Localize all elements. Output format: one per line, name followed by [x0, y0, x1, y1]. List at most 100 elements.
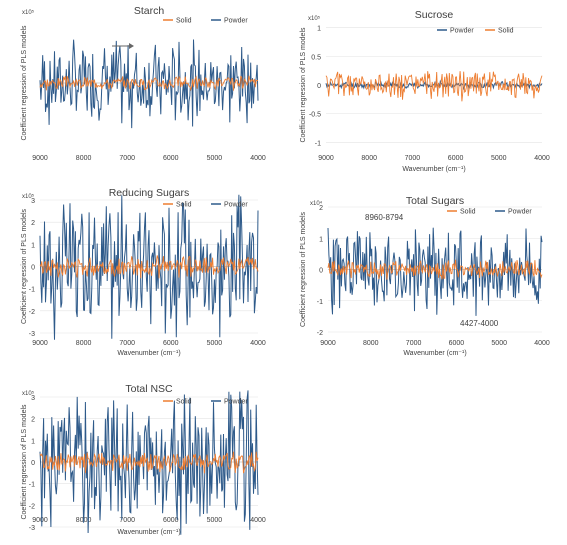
y-axis-label: Coefficient regression of PLS models: [21, 404, 28, 520]
x-axis-label: Wavenumber (cm⁻¹): [117, 529, 180, 536]
y-tick-label: -3: [29, 525, 35, 532]
series-line-solid: [327, 259, 543, 280]
x-tick-label: 6000: [448, 155, 464, 162]
y-tick-label: 0.5: [311, 54, 321, 61]
chart-panel-1: Starch x10⁵ 9000 8000 7000 6000 5000 4000 Coeffi…: [21, 5, 266, 162]
y-tick-label: 0: [319, 268, 323, 275]
x-tick-label: 8000: [76, 155, 92, 162]
x-tick-label: 8000: [363, 340, 379, 347]
axis-multiplier: x10⁴: [310, 200, 323, 207]
x-tick-label: 6000: [163, 517, 179, 524]
axis-multiplier: x10⁵: [22, 9, 35, 16]
axis-multiplier: x10⁵: [22, 193, 35, 200]
legend-label-powder: Powder: [224, 18, 248, 25]
x-tick-label: 4000: [534, 155, 550, 162]
series-line-powder: [325, 79, 543, 91]
x-tick-label: 4000: [250, 340, 266, 347]
x-tick-label: 4000: [534, 340, 550, 347]
axis-multiplier: x10⁵: [308, 15, 321, 22]
x-tick-label: 7000: [406, 340, 422, 347]
y-tick-label: 3: [31, 395, 35, 402]
y-tick-label: 1: [31, 242, 35, 249]
x-axis-label: Wavenumber (cm⁻¹): [117, 350, 180, 357]
y-tick-label: 2: [31, 220, 35, 227]
x-axis-label: Wavenumber (cm⁻¹): [402, 166, 465, 173]
legend-label-solid: Solid: [176, 18, 192, 25]
arrow-marker-head: [129, 43, 134, 49]
chart-title: Total NSC: [125, 383, 173, 395]
chart-title: Reducing Sugars: [109, 187, 190, 199]
x-tick-label: 4000: [250, 155, 266, 162]
y-tick-label: 0: [31, 265, 35, 272]
y-tick-label: 1: [317, 26, 321, 33]
y-tick-label: -1: [29, 482, 35, 489]
y-tick-label: 2: [31, 417, 35, 424]
x-tick-label: 9000: [320, 340, 336, 347]
annotation-label: 4427-4000: [460, 319, 499, 328]
y-axis-label: Coefficient regression of PLS models: [21, 25, 28, 141]
y-tick-label: -3: [29, 331, 35, 338]
x-tick-label: 5000: [207, 517, 223, 524]
y-tick-label: -2: [29, 309, 35, 316]
legend-label-solid: Solid: [460, 209, 476, 216]
x-tick-label: 4000: [250, 517, 266, 524]
y-axis-label: Coefficient regression of PLS models: [300, 27, 307, 143]
legend-label-powder: Powder: [224, 399, 248, 406]
y-axis-label: Coefficient regression of PLS models: [21, 208, 28, 324]
y-tick-label: -1: [29, 287, 35, 294]
y-tick-label: -0.5: [309, 112, 321, 119]
x-tick-label: 7000: [405, 155, 421, 162]
x-tick-label: 5000: [491, 340, 507, 347]
chart-title: Total Sugars: [406, 195, 464, 207]
y-axis-label: Coefficient regression of PLS models: [300, 211, 307, 327]
series-line-powder: [327, 227, 543, 316]
chart-title: Starch: [134, 5, 165, 17]
y-tick-label: 0: [317, 83, 321, 90]
legend-label-solid: Solid: [176, 202, 192, 209]
legend-label-solid: Solid: [176, 399, 192, 406]
axis-multiplier: x10⁵: [22, 390, 35, 397]
x-axis-label: Wavenumber (cm⁻¹): [403, 350, 466, 357]
x-tick-label: 5000: [491, 155, 507, 162]
series-line-solid: [325, 71, 543, 102]
series-line-solid: [39, 451, 259, 474]
legend-label-powder: Powder: [450, 28, 474, 35]
x-tick-label: 5000: [207, 340, 223, 347]
y-tick-label: 1: [31, 438, 35, 445]
x-tick-label: 6000: [163, 155, 179, 162]
x-tick-label: 7000: [119, 155, 135, 162]
x-tick-label: 5000: [207, 155, 223, 162]
y-tick-label: -1: [317, 299, 323, 306]
y-tick-label: 1: [319, 236, 323, 243]
x-tick-label: 7000: [119, 517, 135, 524]
y-tick-label: 3: [31, 198, 35, 205]
series-line-powder: [39, 194, 259, 340]
chart-panel-2: Sucrose x10⁵ 1 0.5 0 -0.5 -1 9000 8000 7000 6000 50…: [300, 9, 550, 173]
x-tick-label: 6000: [163, 340, 179, 347]
y-tick-label: -2: [29, 503, 35, 510]
legend-label-solid: Solid: [498, 28, 514, 35]
x-tick-label: 9000: [32, 155, 48, 162]
y-tick-label: 2: [319, 205, 323, 212]
legend-label-powder: Powder: [224, 202, 248, 209]
chart-title: Sucrose: [415, 9, 454, 21]
x-tick-label: 8000: [76, 340, 92, 347]
x-tick-label: 9000: [32, 340, 48, 347]
series-line-solid: [39, 255, 259, 279]
series-line-solid: [39, 75, 259, 92]
x-tick-label: 6000: [449, 340, 465, 347]
y-tick-label: -1: [315, 140, 321, 147]
x-tick-label: 8000: [361, 155, 377, 162]
annotation-label: 8960-8794: [365, 213, 404, 222]
series-line-powder: [39, 39, 259, 129]
x-tick-label: 9000: [32, 517, 48, 524]
y-tick-label: -2: [317, 330, 323, 337]
series-line-powder: [39, 390, 259, 535]
x-tick-label: 9000: [318, 155, 334, 162]
y-tick-label: 0: [31, 460, 35, 467]
legend-label-powder: Powder: [508, 209, 532, 216]
